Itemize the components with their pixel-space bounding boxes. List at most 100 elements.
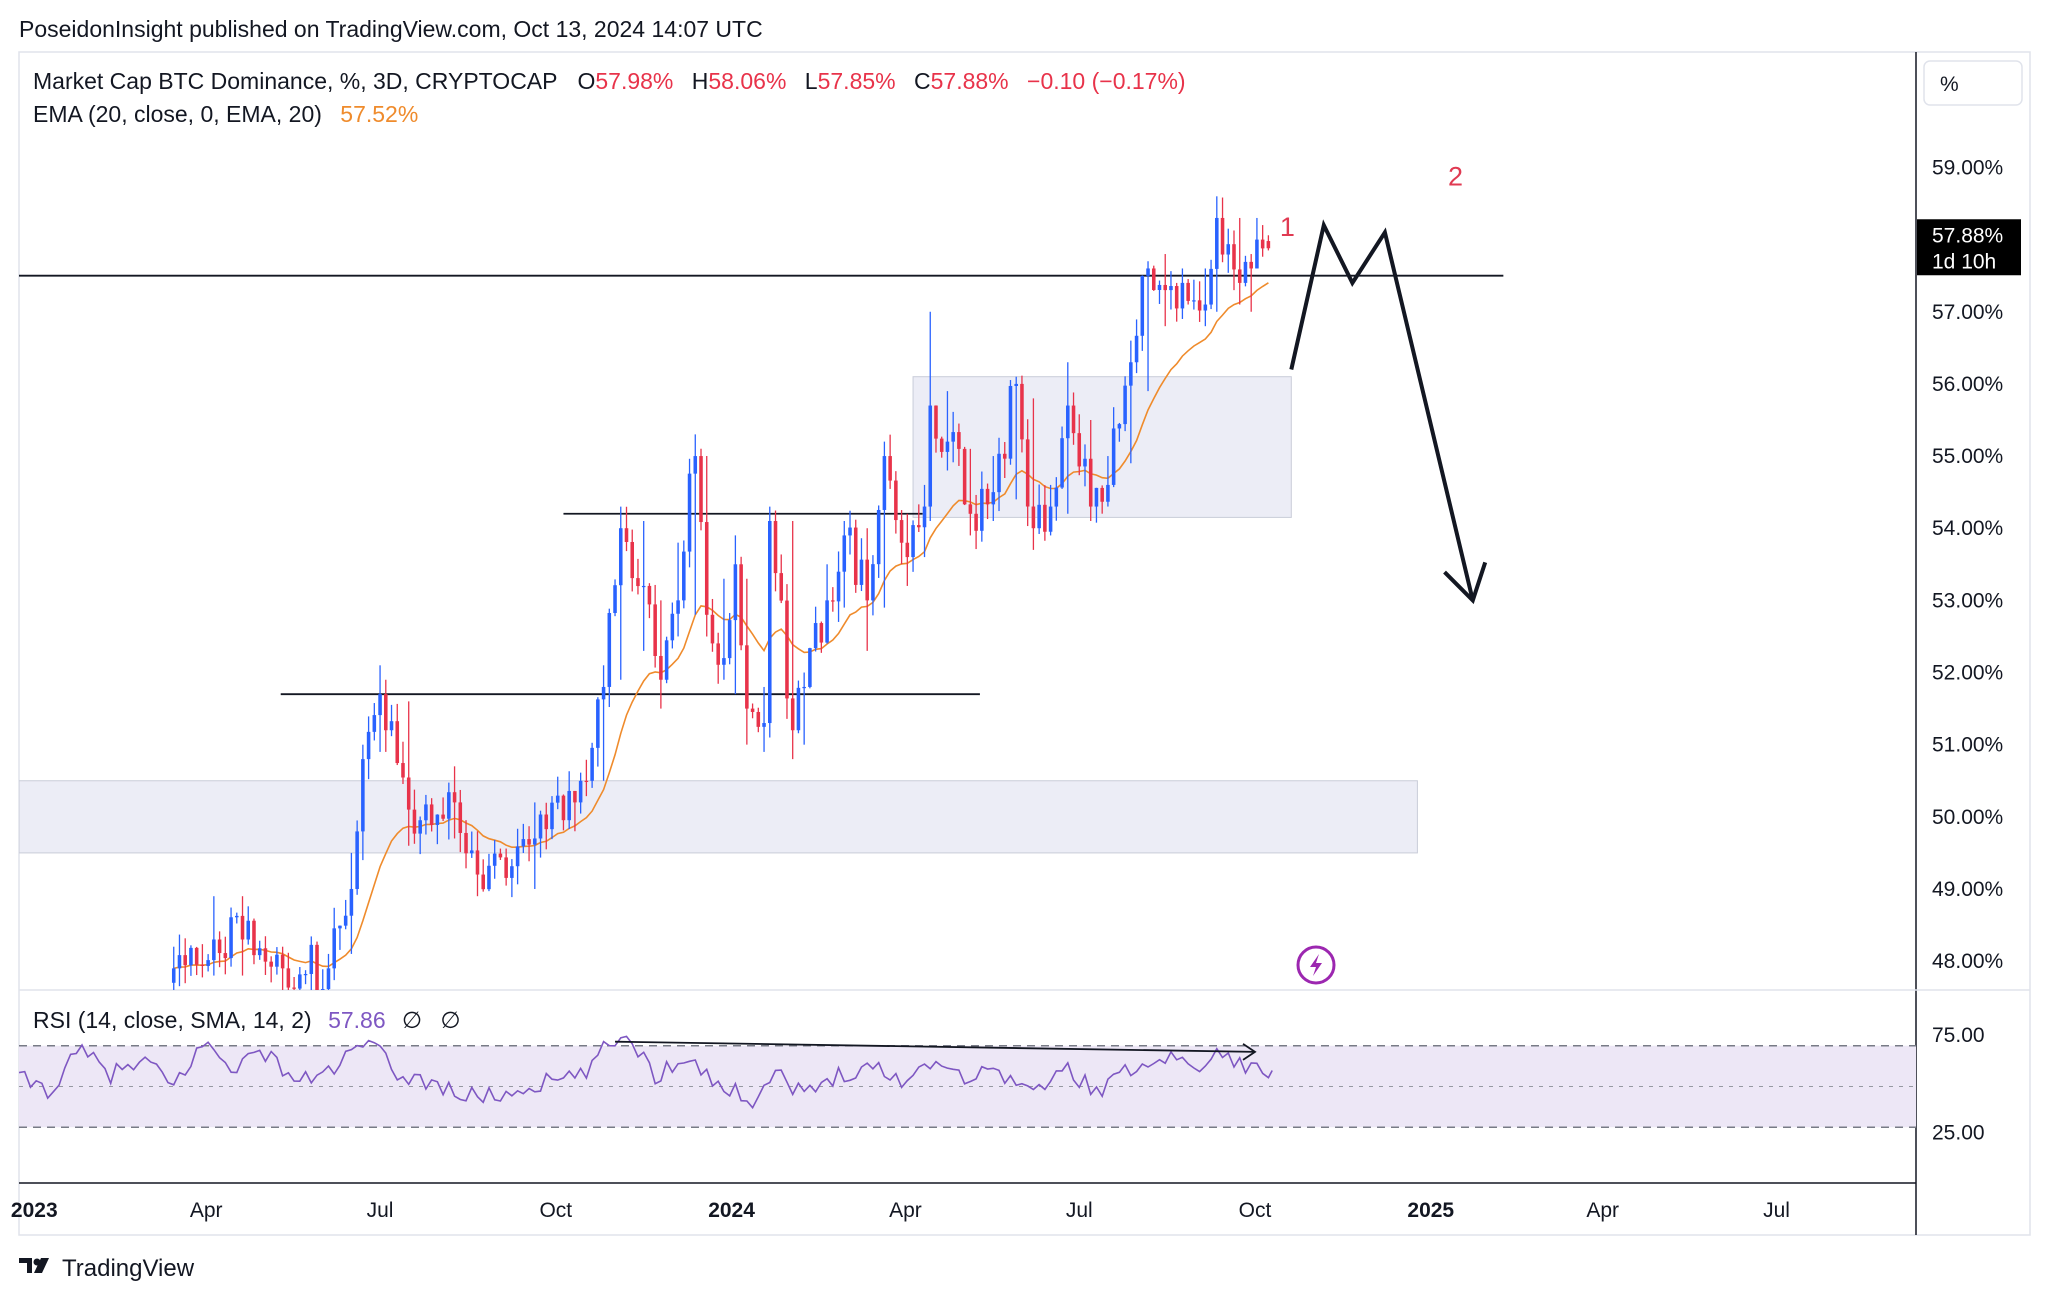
candle — [980, 471, 984, 542]
candle — [1117, 422, 1122, 442]
candle — [1025, 419, 1030, 527]
candle — [687, 458, 692, 568]
candle — [871, 555, 875, 616]
low-label: L — [805, 68, 818, 94]
candle — [1146, 261, 1150, 392]
candle — [366, 716, 371, 780]
candle — [607, 608, 612, 708]
ema-line — [173, 282, 1269, 970]
rsi-pane[interactable] — [19, 1035, 1916, 1128]
chart-frame — [18, 51, 2031, 1236]
svg-text:Market Cap BTC Dominance, %, 3: Market Cap BTC Dominance, %, 3D, CRYPTOC… — [33, 68, 1186, 94]
candle — [481, 859, 485, 892]
candle — [498, 848, 503, 860]
price-axis[interactable]: 60.00%59.00%58.00%57.00%56.00%55.00%54.0… — [1932, 84, 2003, 973]
price-pane[interactable] — [19, 196, 1504, 1008]
candle — [745, 578, 749, 745]
candle — [962, 446, 967, 506]
rsi-line — [19, 1035, 1273, 1110]
svg-text:EMA (20, close, 0, EMA, 20): EMA (20, close, 0, EMA, 20) 57.52% — [33, 101, 418, 127]
tradingview-logo-icon[interactable] — [19, 1258, 49, 1273]
candle — [240, 896, 245, 976]
candle — [550, 796, 554, 840]
candle — [716, 632, 720, 684]
candle — [785, 584, 789, 719]
high-label: H — [692, 68, 709, 94]
unit-button[interactable]: % — [1923, 60, 2023, 106]
time-tick: 2023 — [11, 1199, 58, 1222]
candle — [630, 529, 635, 592]
candles — [171, 196, 1271, 990]
candle — [1260, 225, 1265, 257]
candle — [1203, 268, 1208, 327]
candle — [320, 969, 325, 990]
candle — [555, 776, 560, 810]
candle — [275, 947, 279, 975]
candle — [928, 311, 933, 521]
candle — [779, 554, 784, 604]
candle — [521, 823, 526, 853]
candle — [1077, 414, 1082, 476]
candle — [303, 970, 308, 985]
candle — [699, 448, 703, 531]
candle — [309, 936, 314, 990]
candle — [338, 925, 342, 950]
candle — [819, 621, 824, 653]
candle — [693, 434, 698, 615]
candle — [504, 848, 508, 886]
candle — [894, 471, 898, 534]
candle — [1186, 279, 1190, 305]
time-tick: Apr — [1586, 1199, 1619, 1222]
candle — [676, 542, 680, 637]
time-axis[interactable]: 2023 Apr Jul Oct 2024 Apr Jul Oct 2025 Apr Jul — [11, 1199, 1790, 1222]
footer-brand[interactable]: TradingView — [62, 1255, 195, 1282]
candle — [401, 741, 405, 785]
current-price-label: 57.88% — [1932, 224, 2003, 247]
candle — [1163, 254, 1168, 327]
time-tick: Jul — [1763, 1199, 1790, 1222]
candle — [985, 483, 990, 520]
candle — [561, 794, 566, 831]
candle — [378, 665, 382, 752]
candle — [1066, 362, 1070, 514]
candle — [1048, 484, 1053, 536]
candle — [624, 506, 629, 552]
candle — [395, 703, 400, 766]
candle — [223, 936, 228, 975]
candle — [332, 907, 336, 981]
candle — [1180, 268, 1185, 319]
candle — [756, 707, 761, 733]
wave-label-2: 2 — [1448, 161, 1463, 191]
wave-label-1: 1 — [1280, 212, 1295, 242]
candle — [183, 938, 187, 984]
candle — [1151, 265, 1156, 291]
candle — [343, 899, 348, 930]
rsi-legend-label: RSI (14, close, SMA, 14, 2) — [33, 1007, 312, 1033]
unit-button-label[interactable]: % — [1940, 73, 1959, 96]
close-value: 57.88% — [931, 68, 1009, 94]
candle — [682, 540, 686, 609]
price-tick: 59.00% — [1932, 156, 2003, 179]
lightning-icon[interactable] — [1296, 945, 1336, 985]
open-value: 57.98% — [595, 68, 673, 94]
candle — [974, 494, 978, 550]
candle — [475, 831, 480, 897]
candle — [859, 538, 864, 592]
time-tick: 2025 — [1407, 1199, 1454, 1222]
candle — [1106, 456, 1110, 507]
candle — [888, 434, 892, 489]
candle — [252, 918, 256, 965]
candle — [836, 551, 841, 622]
candle — [326, 953, 331, 990]
candle — [790, 521, 795, 760]
candle — [194, 946, 199, 976]
candle — [1226, 228, 1231, 273]
rsi-axis[interactable]: 75.00 25.00 — [1932, 1024, 1985, 1145]
candle — [1192, 279, 1196, 310]
candle — [515, 828, 520, 885]
candle — [1174, 282, 1179, 322]
price-tick: 49.00% — [1932, 878, 2003, 901]
candle — [1140, 275, 1145, 351]
price-tick: 57.00% — [1932, 301, 2003, 324]
candle — [842, 521, 847, 608]
